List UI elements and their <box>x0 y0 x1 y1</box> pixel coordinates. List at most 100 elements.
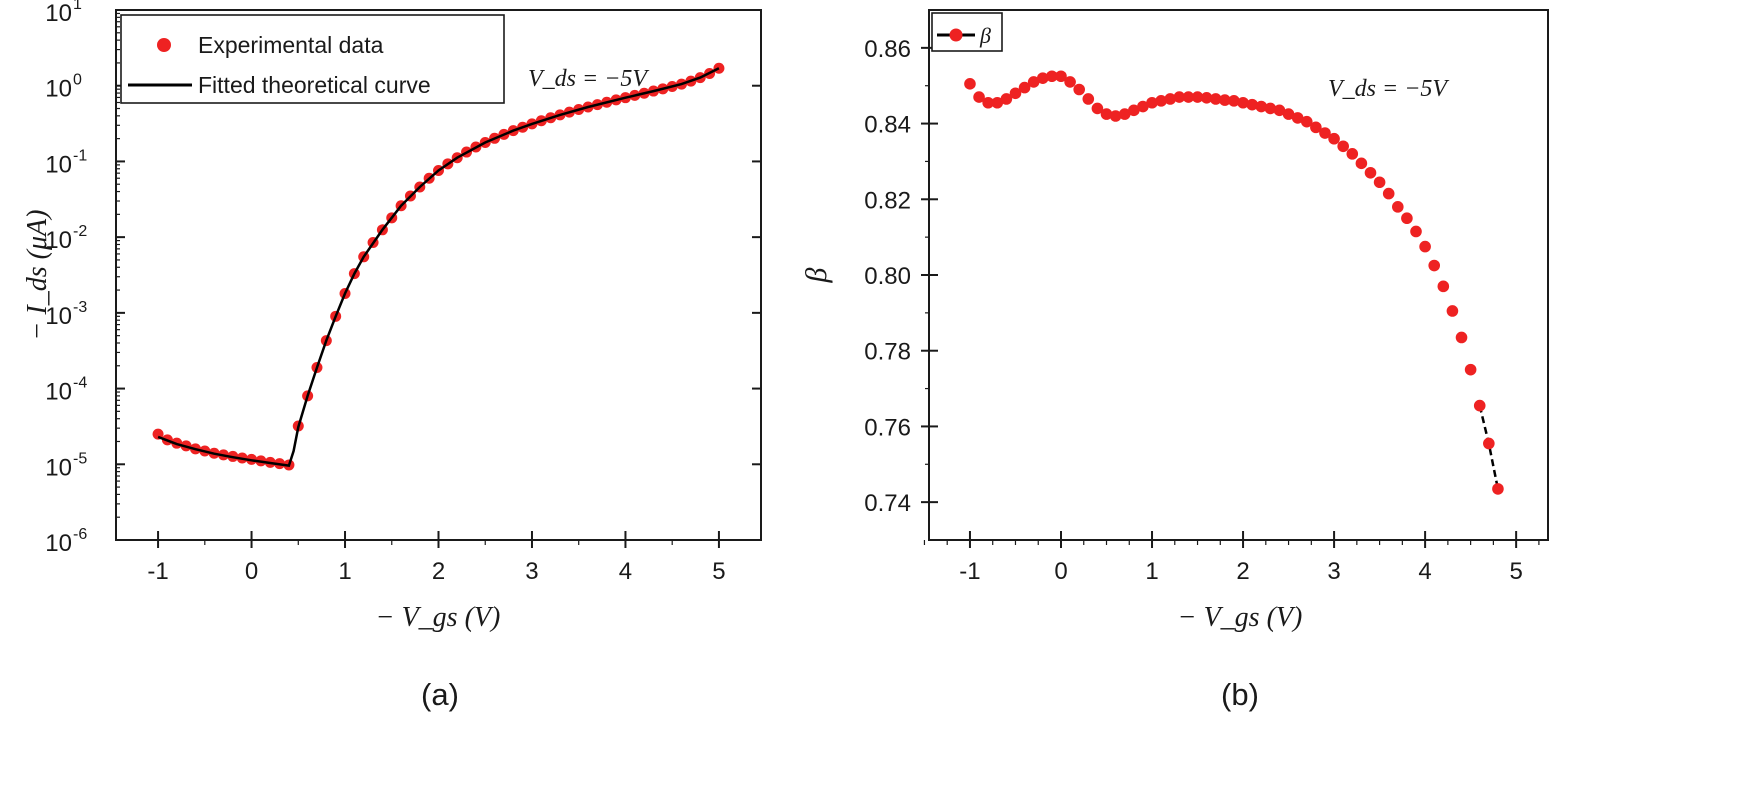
x-axis-ticks-b: -1 0 1 2 3 4 5 <box>923 531 1540 585</box>
legend-label-beta: β <box>979 23 991 48</box>
annotation-b: V_ds = −5V <box>1328 76 1449 102</box>
data-point-beta <box>1255 100 1268 113</box>
data-point-beta <box>1446 305 1459 317</box>
y-tick-label-b: 0.76 <box>864 414 911 441</box>
data-point-beta <box>1046 70 1058 83</box>
legend-label-fitted: Fitted theoretical curve <box>198 72 431 98</box>
data-point-beta <box>1173 91 1186 103</box>
data-point-beta <box>1182 91 1195 103</box>
y-tick-label-a: 10 <box>45 379 72 406</box>
data-point-beta <box>1455 331 1468 344</box>
y-tick-exponent-a: 0 <box>73 72 82 89</box>
series-line-fitted <box>157 67 720 467</box>
data-point-beta <box>1464 363 1477 376</box>
panel-label-a: (a) <box>421 677 459 712</box>
y-tick-label-a: 10 <box>45 454 72 481</box>
data-point-beta <box>1273 104 1286 117</box>
y-tick-label-a: 10 <box>45 227 72 254</box>
series-group-a <box>152 62 725 471</box>
legend-label-experimental: Experimental data <box>198 32 384 58</box>
annotation-a: V_ds = −5V <box>528 66 649 92</box>
data-point-beta <box>1410 225 1422 238</box>
legend-marker-experimental <box>157 38 171 52</box>
data-point-beta <box>1437 280 1450 293</box>
data-point-beta <box>1246 98 1258 111</box>
data-point-beta <box>1009 87 1022 100</box>
x-tick-label-b: 3 <box>1327 558 1340 585</box>
data-point-beta <box>1382 187 1395 200</box>
x-tick-label-b: -1 <box>959 558 980 585</box>
data-point-beta <box>1355 157 1368 170</box>
data-point-beta <box>1118 108 1131 120</box>
x-tick-label-a: 5 <box>712 558 725 585</box>
data-point-beta <box>1000 93 1013 105</box>
legend-b: β <box>931 12 1003 52</box>
x-tick-label-b: 5 <box>1509 558 1522 585</box>
series-group-b <box>964 70 1504 495</box>
data-point-beta <box>1337 140 1349 153</box>
data-point-beta <box>1027 76 1040 88</box>
data-point-beta <box>1209 93 1222 105</box>
data-point-beta <box>1264 102 1277 115</box>
data-point-beta <box>1128 104 1140 117</box>
data-point-beta <box>1109 110 1122 122</box>
data-point-beta <box>1319 127 1331 139</box>
data-point-beta <box>1473 399 1486 412</box>
data-point-beta <box>1137 100 1149 113</box>
data-point-beta <box>1364 166 1377 179</box>
legend-marker-beta <box>949 28 963 42</box>
data-point-beta <box>964 78 976 90</box>
data-point-beta <box>1492 483 1504 495</box>
y-tick-exponent-a: -5 <box>73 450 87 467</box>
data-point-beta <box>1155 95 1167 107</box>
y-tick-exponent-a: -6 <box>73 526 87 543</box>
data-point-beta <box>1419 240 1431 253</box>
x-tick-label-b: 0 <box>1054 558 1067 585</box>
y-tick-exponent-a: -2 <box>73 223 87 240</box>
y-tick-label-a: 10 <box>45 151 72 178</box>
data-point-beta <box>1219 94 1231 106</box>
y-tick-label-b: 0.84 <box>864 112 911 139</box>
y-tick-label-b: 0.78 <box>864 339 911 366</box>
data-point-beta <box>1328 132 1340 145</box>
x-axis-label-a: − V_gs (V) <box>376 602 501 633</box>
chart-panel-b: 0.740.760.780.800.820.840.86 -1 0 1 2 3 4 5 β … <box>800 9 1549 712</box>
data-point-beta <box>1164 93 1177 105</box>
y-tick-label-a: 10 <box>45 0 72 27</box>
y-tick-label-b: 0.82 <box>864 187 911 214</box>
data-point-beta <box>1291 112 1304 124</box>
y-tick-label-b: 0.74 <box>864 490 911 517</box>
y-tick-exponent-a: 1 <box>73 0 82 13</box>
data-point-beta <box>1146 96 1158 109</box>
x-axis-ticks-a: -1 0 1 2 3 4 5 <box>147 531 726 585</box>
x-tick-label-a: 4 <box>619 558 632 585</box>
data-point-beta <box>1064 76 1076 88</box>
data-point-beta <box>1310 121 1322 134</box>
data-point-beta <box>1036 72 1049 84</box>
data-point-beta <box>1346 148 1359 160</box>
y-tick-label-a: 10 <box>45 530 72 557</box>
x-tick-label-a: 2 <box>432 558 445 585</box>
data-point-beta <box>1091 102 1104 115</box>
y-tick-exponent-a: -3 <box>73 299 87 316</box>
y-tick-exponent-a: -4 <box>73 375 87 392</box>
x-tick-label-b: 2 <box>1236 558 1249 585</box>
data-point-beta <box>1483 437 1495 450</box>
y-tick-label-a: 10 <box>45 303 72 330</box>
data-point-beta <box>1191 91 1204 103</box>
y-tick-label-a: 10 <box>45 76 72 103</box>
data-point-beta <box>1228 95 1240 107</box>
data-point-beta <box>1392 201 1404 213</box>
data-point-beta <box>1373 176 1386 189</box>
y-tick-exponent-a: -1 <box>73 147 87 164</box>
data-point-beta <box>1200 92 1213 104</box>
data-point-beta <box>1428 259 1441 272</box>
legend-box-b <box>931 12 1003 52</box>
y-axis-label-a: − I_ds (μA) <box>22 210 53 341</box>
panel-label-b: (b) <box>1221 677 1259 712</box>
x-tick-label-a: 0 <box>245 558 258 585</box>
data-point-beta <box>1073 83 1085 96</box>
